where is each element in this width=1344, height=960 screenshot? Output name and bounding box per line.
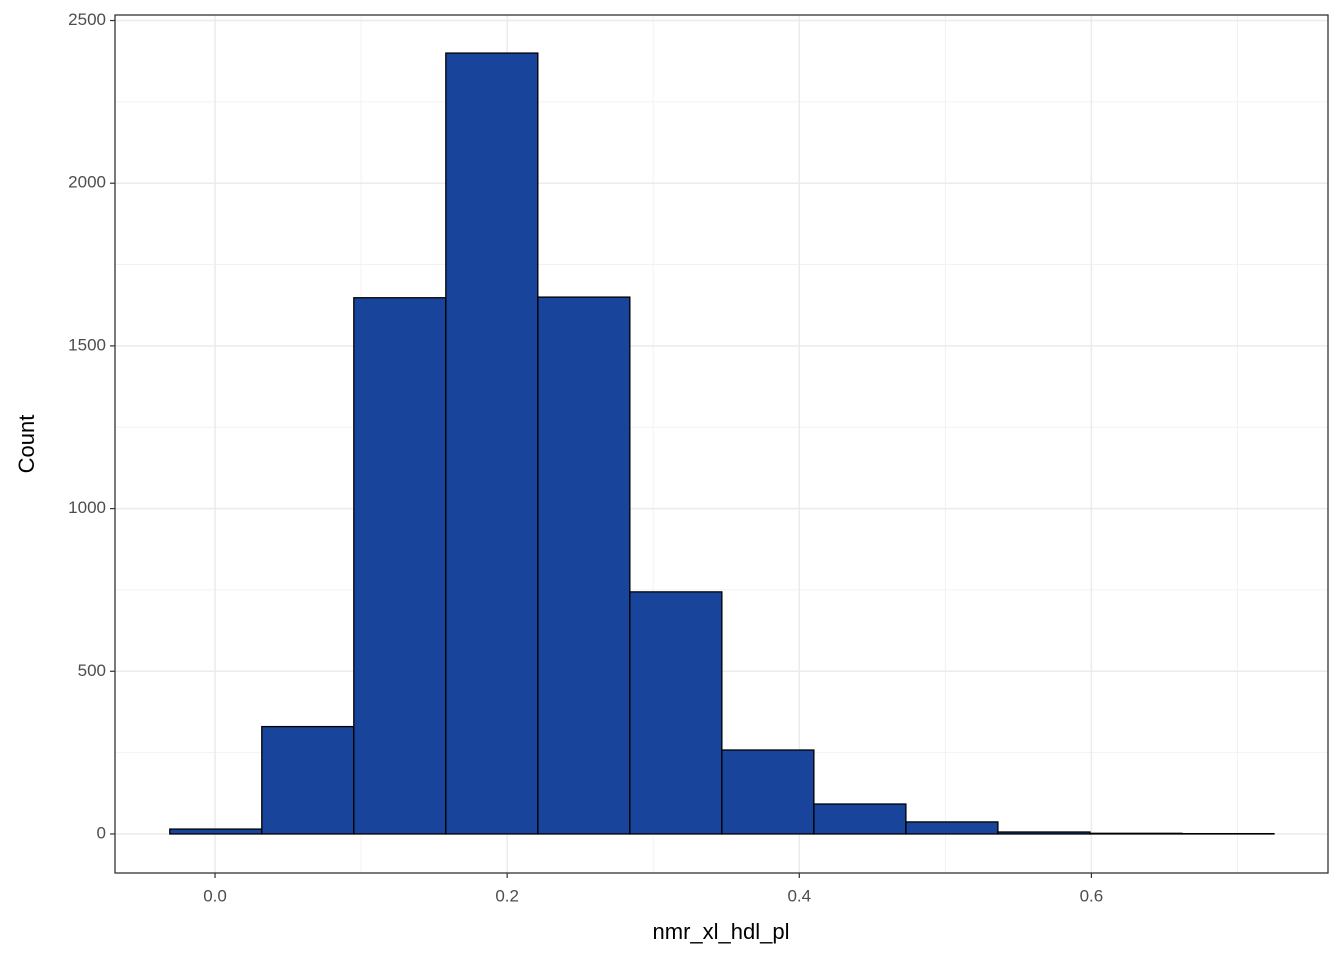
panel-border [114, 14, 1329, 874]
bar [537, 296, 631, 835]
y-tick-label: 2000 [68, 173, 106, 192]
y-tick-label: 500 [78, 661, 106, 680]
bar [905, 821, 999, 835]
bar [629, 591, 723, 835]
bar [445, 52, 539, 835]
x-tick-label: 0.4 [787, 886, 811, 905]
bar [997, 831, 1091, 835]
bar [813, 803, 907, 835]
x-tick-label: 0.2 [495, 886, 519, 905]
bar [261, 725, 355, 835]
y-tick-label: 1500 [68, 335, 106, 354]
y-axis-title: Count [14, 415, 39, 474]
bar [1089, 832, 1183, 835]
bar [721, 749, 815, 835]
y-tick-label: 1000 [68, 498, 106, 517]
x-tick-label: 0.0 [203, 886, 227, 905]
x-tick-label: 0.6 [1080, 886, 1104, 905]
x-axis-title: nmr_xl_hdl_pl [653, 919, 790, 944]
y-tick-label: 2500 [68, 10, 106, 29]
bar [353, 297, 447, 835]
bar [169, 828, 263, 835]
y-tick-label: 0 [97, 823, 106, 842]
